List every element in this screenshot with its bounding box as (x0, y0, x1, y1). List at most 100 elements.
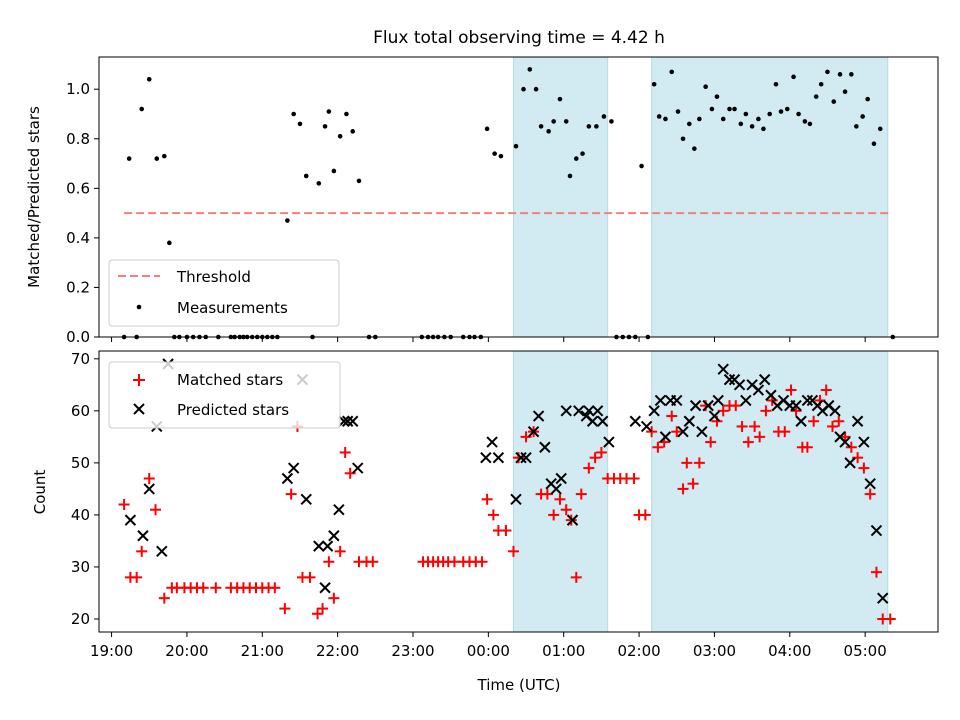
measurement-point (356, 178, 362, 184)
top-x-ticks (111, 337, 866, 342)
x-tick-label: 01:00 (542, 642, 585, 660)
measurement-point (871, 141, 877, 147)
predicted-star-point (795, 415, 807, 427)
predicted-star-point (671, 394, 683, 407)
measurements-legend-label: Measurements (177, 299, 288, 317)
predicted-star-point (717, 363, 729, 375)
measurement-point (743, 111, 749, 117)
measurement-point (609, 119, 614, 124)
predicted-star-point (839, 436, 851, 448)
measurement-point (675, 109, 681, 114)
y-tick-label: 1.0 (66, 80, 90, 98)
measurement-point (697, 116, 702, 122)
measurement-point (849, 72, 854, 77)
predicted-star-point (156, 545, 168, 558)
matched-star-point (801, 441, 813, 453)
predicted-star-point (328, 530, 340, 542)
measurement-point (749, 124, 755, 129)
predicted-star-point (733, 379, 746, 391)
matched-star-point (785, 384, 797, 396)
x-tick-label: 00:00 (467, 642, 510, 660)
predicted-star-point (708, 410, 721, 422)
measurement-point (326, 109, 332, 114)
matched-star-point (548, 509, 560, 521)
bottom-legend: Matched stars Predicted stars (108, 361, 341, 429)
predicted-star-point (583, 405, 595, 417)
matched-star-point (323, 556, 335, 568)
bottom-axes-frame (98, 350, 939, 633)
matched-star-point (864, 488, 876, 500)
matched-star-point (476, 556, 488, 568)
predicted-star-point (137, 530, 149, 542)
predicted-star-point (829, 405, 841, 417)
predicted-star-point (696, 425, 708, 438)
predicted-star-point (333, 504, 345, 516)
measurement-point (825, 69, 830, 75)
matched-star-point (652, 441, 664, 453)
predicted-star-point (723, 373, 736, 386)
measurement-point (865, 96, 870, 102)
predicted-star-point (752, 384, 765, 396)
measurement-point (551, 119, 556, 124)
matched-star-point (870, 566, 882, 578)
matched-star-point (833, 415, 845, 427)
predicted-star-point (338, 415, 350, 427)
x-tick-label: 23:00 (391, 642, 434, 660)
measurement-point (573, 156, 579, 161)
y-tick-label: 0.4 (66, 229, 90, 247)
measurement-point (687, 121, 692, 127)
predicted-star-point (550, 483, 562, 495)
matched-star-point (687, 478, 699, 490)
matched-star-point (500, 525, 512, 537)
measurement-point (513, 143, 519, 149)
predicted-star-point (654, 394, 667, 407)
predicted-star-point (560, 405, 572, 417)
measurement-point (813, 94, 819, 99)
x-tick-label: 20:00 (165, 642, 208, 660)
measurement-point (773, 81, 779, 87)
measurement-point (854, 124, 859, 129)
matched-star-point (845, 441, 857, 453)
x-tick-label: 22:00 (316, 642, 359, 660)
matched-star-point (639, 509, 651, 521)
matched-star-point (150, 504, 162, 516)
measurement-point (837, 72, 843, 77)
y-tick-label: 0.6 (66, 179, 90, 197)
predicted-star-point (603, 436, 615, 448)
measurement-point (285, 218, 290, 223)
matched-star-point (820, 384, 832, 396)
matched-star-point (749, 420, 761, 432)
predicted-star-point (124, 514, 137, 526)
measurement-point (337, 133, 343, 139)
matched-star-point (560, 504, 572, 516)
predicted-star-point (858, 436, 870, 448)
measurement-point (484, 126, 490, 132)
matched-star-point (736, 420, 748, 432)
matched-star-point (143, 472, 155, 484)
x-tick-label: 02:00 (617, 642, 660, 660)
predicted-star-point (851, 415, 864, 427)
measurement-point (732, 106, 737, 112)
matched-star-point (808, 415, 820, 427)
x-tick-label: 04:00 (768, 642, 811, 660)
measurement-point (146, 77, 152, 82)
measurement-point (877, 126, 883, 132)
predicted-star-point (515, 451, 527, 464)
predicted-star-point (870, 524, 883, 537)
matched-star-point (344, 467, 356, 479)
predicted-star-point (287, 462, 300, 474)
y-tick-label: 70 (71, 350, 90, 368)
x-tick-label: 19:00 (90, 642, 133, 660)
measurement-point (291, 111, 296, 117)
predicted-stars-points (124, 358, 889, 604)
predicted-star-point (648, 405, 660, 417)
predicted-star-point (566, 514, 579, 526)
y-tick-label: 60 (71, 402, 90, 420)
predicted-star-point (352, 462, 364, 474)
matched-star-point (158, 592, 170, 604)
measurement-point (586, 124, 592, 129)
y-tick-label: 40 (71, 506, 90, 524)
measurement-point (297, 121, 303, 127)
matched-star-point (304, 571, 316, 583)
